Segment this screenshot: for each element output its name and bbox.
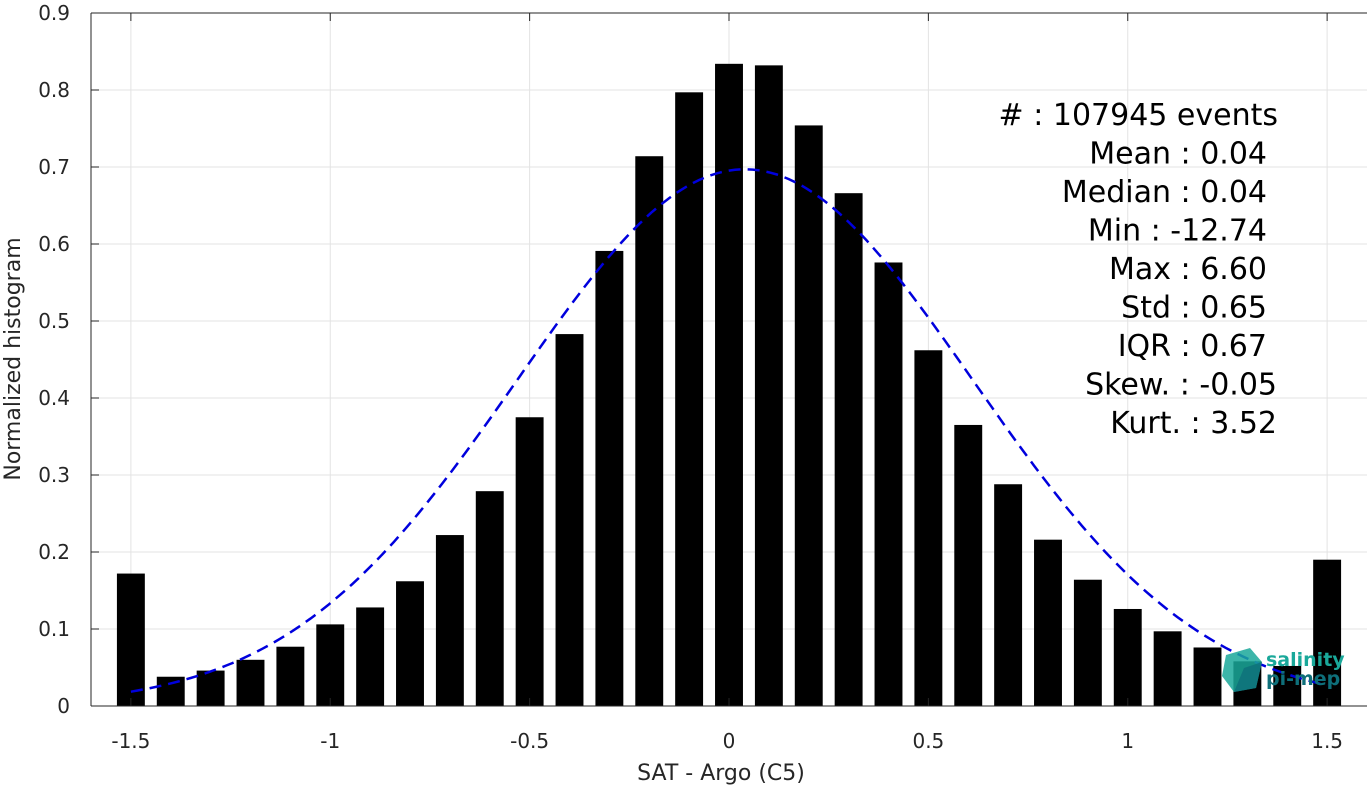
stat-line: Median : 0.04 — [1062, 175, 1267, 210]
histogram-bar — [196, 670, 225, 706]
salinity-pimep-logo: salinity pi-mep — [1222, 648, 1345, 692]
gaussian-fit-curve — [130, 168, 1328, 693]
histogram-bar — [435, 535, 464, 706]
histogram-bar — [754, 65, 783, 707]
stat-line: # : 107945 events — [999, 98, 1278, 133]
histogram-bar — [914, 350, 943, 706]
x-tick-label: -1 — [320, 729, 340, 753]
histogram-bar — [555, 334, 584, 706]
x-tick-label: -0.5 — [510, 729, 549, 753]
x-tick-label: 1.5 — [1311, 729, 1343, 753]
y-tick-label: 0.5 — [38, 309, 70, 333]
x-tick-label: 0 — [723, 729, 736, 753]
histogram-bar — [954, 424, 983, 706]
y-tick-label: 0.7 — [38, 155, 70, 179]
x-tick-label: 1 — [1121, 729, 1134, 753]
y-axis-label: Normalized histogram — [1, 237, 26, 480]
logo-line1: salinity — [1266, 649, 1345, 671]
y-tick-labels: 0 0.1 0.2 0.3 0.4 0.5 0.6 0.7 0.8 0.9 — [38, 1, 70, 718]
stat-line: IQR : 0.67 — [1118, 329, 1267, 364]
y-tick-label: 0.1 — [38, 617, 70, 641]
histogram-bar — [635, 156, 664, 707]
histogram-bar — [236, 659, 265, 706]
y-tick-label: 0.8 — [38, 78, 70, 102]
histogram-bar — [1153, 631, 1182, 706]
x-tick-label: -1.5 — [111, 729, 150, 753]
histogram-bar — [515, 417, 544, 706]
y-tick-label: 0 — [57, 694, 70, 718]
histogram-bars — [116, 63, 1342, 707]
stat-line: Std : 0.65 — [1121, 291, 1267, 326]
histogram-bar — [794, 125, 823, 707]
x-axis-label: SAT - Argo (C5) — [637, 761, 805, 786]
histogram-bar — [156, 676, 185, 706]
stat-line: Mean : 0.04 — [1089, 137, 1267, 172]
y-tick-label: 0.6 — [38, 232, 70, 256]
x-tick-labels: -1.5 -1 -0.5 0 0.5 1 1.5 — [111, 729, 1343, 753]
histogram-bar — [595, 250, 624, 706]
histogram-bar — [1113, 608, 1142, 706]
histogram-bar — [1313, 559, 1342, 706]
histogram-bar — [1034, 539, 1062, 706]
histogram-bar — [276, 646, 305, 706]
y-tick-label: 0.9 — [38, 1, 70, 25]
stat-line: Kurt. : 3.52 — [1110, 406, 1277, 441]
logo-line2: pi-mep — [1266, 668, 1340, 690]
y-tick-label: 0.2 — [38, 540, 70, 564]
axes-frame — [90, 12, 1367, 707]
stat-line: Max : 6.60 — [1109, 252, 1267, 287]
stat-line: Skew. : -0.05 — [1085, 368, 1277, 403]
histogram-bar — [994, 484, 1023, 706]
histogram-bar — [475, 491, 504, 706]
histogram-bar — [1073, 579, 1102, 706]
histogram-bar — [874, 262, 903, 706]
x-tick-label: 0.5 — [912, 729, 944, 753]
histogram-bar — [1273, 665, 1302, 706]
histogram-bar — [396, 581, 424, 706]
histogram-bar — [356, 607, 385, 706]
histogram-bar — [834, 193, 863, 706]
y-tick-label: 0.3 — [38, 463, 70, 487]
histogram-bar — [116, 573, 145, 706]
histogram-bar — [1193, 647, 1222, 706]
y-tick-label: 0.4 — [38, 386, 70, 410]
logo-cube-shade — [1234, 662, 1262, 692]
stat-line: Min : -12.74 — [1088, 214, 1267, 249]
histogram-bar — [316, 624, 345, 706]
histogram-bar — [715, 63, 743, 706]
histogram-bar — [675, 92, 704, 706]
